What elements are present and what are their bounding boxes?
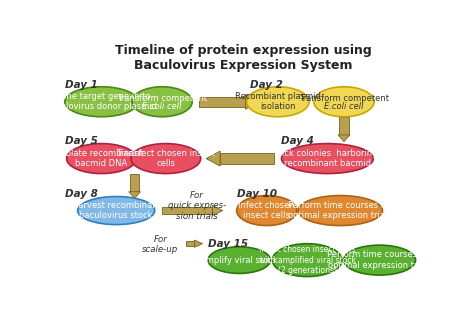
- Text: Amplify viral stock: Amplify viral stock: [201, 256, 278, 265]
- Text: Clone target gene in to
Baculovirus donor plasmid: Clone target gene in to Baculovirus dono…: [46, 92, 157, 111]
- Text: Day 1: Day 1: [65, 80, 98, 90]
- Text: For
quick expres-
sion trials: For quick expres- sion trials: [168, 191, 226, 221]
- Polygon shape: [206, 151, 220, 166]
- Ellipse shape: [344, 245, 416, 275]
- Polygon shape: [130, 174, 139, 192]
- Text: Infect chosen insect cells
with amplified viral stock
(2 generations): Infect chosen insect cells with amplifie…: [259, 245, 356, 275]
- Text: Pick colonies  harboring
recombinant bacmid: Pick colonies harboring recombinant bacm…: [277, 149, 378, 168]
- Text: Day 8: Day 8: [65, 189, 98, 199]
- Text: Harvest recombinant
baculovirus stock: Harvest recombinant baculovirus stock: [72, 201, 161, 220]
- Text: E.coli cell: E.coli cell: [324, 102, 364, 111]
- Ellipse shape: [237, 196, 297, 225]
- Polygon shape: [220, 154, 274, 164]
- Text: Day 2: Day 2: [250, 80, 283, 90]
- Text: Infect chosen
insect cells: Infect chosen insect cells: [238, 201, 295, 220]
- Text: Timeline of protein expression using
Baculovirus Expression System: Timeline of protein expression using Bac…: [115, 44, 371, 72]
- Ellipse shape: [208, 247, 271, 273]
- Ellipse shape: [132, 87, 192, 117]
- Polygon shape: [338, 135, 350, 142]
- Text: Day 4: Day 4: [282, 136, 314, 146]
- Text: Day 15: Day 15: [208, 239, 248, 249]
- Polygon shape: [162, 207, 212, 214]
- Ellipse shape: [131, 143, 201, 174]
- Text: Recombiant plasmid
isolation: Recombiant plasmid isolation: [235, 92, 321, 111]
- Polygon shape: [199, 97, 246, 107]
- Ellipse shape: [272, 244, 342, 277]
- Ellipse shape: [282, 143, 374, 174]
- Ellipse shape: [78, 197, 155, 225]
- Ellipse shape: [314, 87, 374, 117]
- Text: Isolate recombinant
bacmid DNA: Isolate recombinant bacmid DNA: [60, 149, 144, 168]
- Ellipse shape: [298, 196, 383, 225]
- Polygon shape: [128, 192, 140, 198]
- Ellipse shape: [65, 87, 138, 117]
- Polygon shape: [212, 205, 223, 216]
- Text: For
scale-up: For scale-up: [142, 235, 178, 254]
- Ellipse shape: [246, 87, 309, 117]
- Text: Perform time courses for
optimal expression trials: Perform time courses for optimal express…: [328, 251, 432, 270]
- Text: Transform competent: Transform competent: [299, 94, 389, 103]
- Text: E.coli cell: E.coli cell: [142, 102, 182, 111]
- Ellipse shape: [66, 143, 137, 174]
- Polygon shape: [194, 240, 202, 247]
- Polygon shape: [186, 241, 194, 246]
- Text: Perform time courses for
optimal expression trials: Perform time courses for optimal express…: [288, 201, 392, 220]
- Text: Transform competent: Transform competent: [117, 94, 207, 103]
- Text: Transfect chosen insect
cells: Transfect chosen insect cells: [116, 149, 215, 168]
- Polygon shape: [339, 117, 349, 135]
- Polygon shape: [246, 94, 259, 109]
- Text: Day 10: Day 10: [237, 189, 278, 199]
- Text: Day 5: Day 5: [65, 136, 98, 146]
